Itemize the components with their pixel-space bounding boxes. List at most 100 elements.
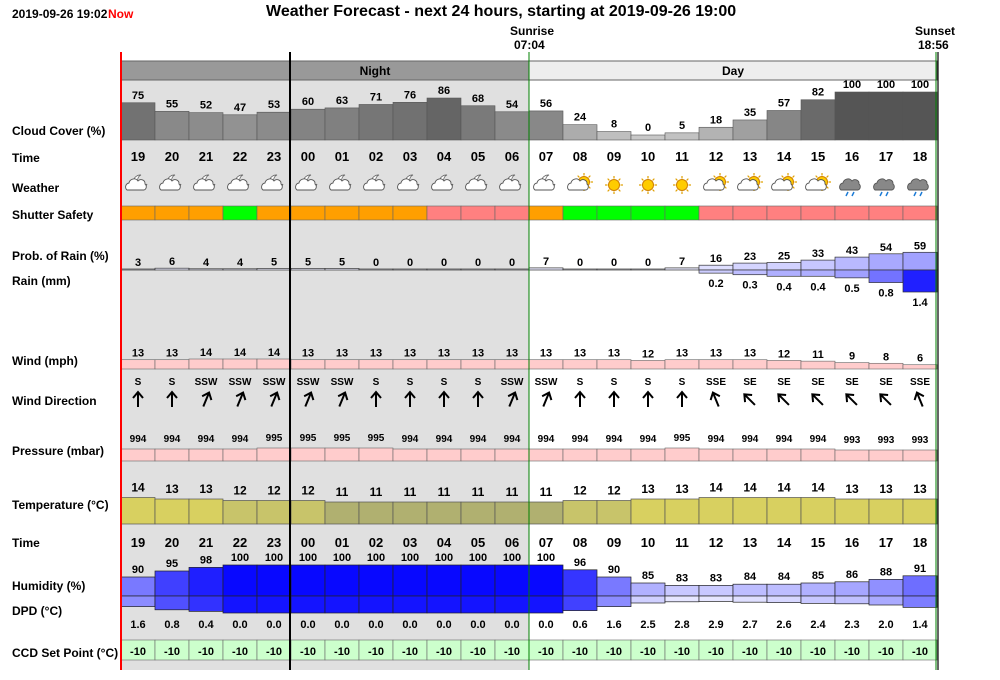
cloud-bar [120, 102, 156, 141]
wind-direction-label: SSW [297, 377, 320, 388]
ccd-value: -10 [606, 646, 622, 658]
wind-direction-label: SSW [331, 377, 354, 388]
time-label-bottom: 09 [607, 535, 621, 550]
wind-arrow-icon [574, 390, 586, 407]
cloud-bar [460, 105, 496, 141]
humidity-value: 85 [812, 570, 824, 582]
humidity-value: 100 [265, 552, 283, 564]
wind-bar [392, 359, 428, 370]
arrow-shaft [744, 394, 756, 406]
shutter-cell [120, 205, 156, 221]
temperature-value: 12 [301, 484, 315, 498]
rain-mm-value: 0.8 [878, 288, 893, 300]
pressure-bar [698, 448, 734, 462]
ccd-value: -10 [334, 646, 350, 658]
cloud-bar [868, 91, 904, 141]
rain-prob-bar [426, 268, 462, 271]
arrow-head [811, 393, 821, 403]
humidity-bar [630, 582, 666, 597]
humidity-bar [392, 564, 428, 597]
wind-bar [596, 359, 632, 370]
humidity-value: 88 [880, 566, 892, 578]
night-band-label: Night [360, 64, 391, 78]
shutter-cell [732, 205, 768, 221]
sun-ray [826, 175, 829, 178]
pressure-value: 994 [538, 434, 555, 445]
cloud-value: 86 [438, 85, 450, 97]
cloud-bar [256, 111, 292, 141]
arrow-head [370, 390, 382, 399]
pressure-bar [868, 449, 904, 462]
rain-prob-bar [562, 268, 598, 271]
shutter-cell [800, 205, 836, 221]
rain-prob-value: 0 [645, 257, 651, 269]
dpd-bar [460, 595, 496, 614]
timestamp: 2019-09-26 19:02 [12, 7, 108, 21]
rain-drop [913, 191, 917, 197]
wind-value: 14 [200, 347, 213, 359]
wind-arrow-icon [438, 390, 450, 407]
cloud-shape [363, 178, 385, 191]
rain-prob-value: 0 [475, 257, 481, 269]
sun-ray [675, 178, 678, 181]
ccd-value: -10 [878, 646, 894, 658]
sun-ray [686, 178, 689, 181]
time-label-bottom: 17 [879, 535, 893, 550]
cloud-shape [839, 178, 861, 191]
cloud-bar [290, 108, 326, 141]
partly-cloudy-day-icon [805, 173, 831, 191]
wind-direction-label: S [577, 377, 584, 388]
cloud-value: 55 [166, 98, 178, 110]
cloud-value: 63 [336, 95, 348, 107]
wind-direction-label: S [407, 377, 414, 388]
temperature-bar [426, 501, 462, 525]
rain-prob-value: 16 [710, 253, 722, 265]
cloud-value: 100 [911, 79, 929, 91]
rain-cloud-icon [873, 178, 895, 197]
temperature-bar [120, 497, 156, 525]
dpd-bar [732, 595, 768, 603]
rain-prob-bar [154, 267, 190, 271]
wind-arrow-icon [132, 390, 144, 407]
pressure-bar [562, 448, 598, 462]
rain-prob-value: 0 [611, 257, 617, 269]
label-cloud-cover: Cloud Cover (%) [12, 124, 106, 138]
temperature-bar [154, 498, 190, 525]
now-label: Now [108, 7, 134, 21]
wind-arrow-icon [235, 391, 247, 407]
cloud-shape [193, 178, 215, 191]
wind-bar [494, 359, 530, 370]
rain-mm-value: 0.4 [776, 281, 792, 293]
pressure-bar [188, 448, 224, 462]
rain-prob-bar [902, 251, 938, 271]
shutter-cell [358, 205, 394, 221]
ccd-value: -10 [436, 646, 452, 658]
rain-prob-bar [460, 268, 496, 271]
rain-prob-value: 0 [509, 257, 515, 269]
temperature-value: 13 [199, 482, 213, 496]
temperature-bar [902, 498, 938, 525]
temperature-bar [358, 501, 394, 525]
sun-ray [607, 178, 610, 181]
cloud-bar [800, 99, 836, 141]
wind-arrow-icon [472, 390, 484, 407]
temperature-bar [596, 500, 632, 525]
cloud-bar [834, 91, 870, 141]
pressure-value: 994 [436, 434, 453, 445]
arrow-head [166, 390, 178, 399]
arrow-shaft [508, 393, 516, 407]
cloud-value: 5 [679, 120, 685, 132]
cloud-bar [426, 97, 462, 141]
partly-cloudy-night-icon [295, 174, 318, 191]
arrow-head [337, 391, 349, 401]
humidity-bar [188, 567, 224, 597]
humidity-value: 90 [132, 564, 144, 576]
temperature-value: 11 [336, 485, 349, 499]
wind-direction-label: SSE [706, 377, 726, 388]
pressure-value: 994 [640, 434, 657, 445]
pressure-value: 994 [402, 434, 419, 445]
arrow-shaft [202, 393, 210, 407]
sun-ray [641, 189, 644, 192]
rain-prob-value: 5 [271, 257, 277, 269]
cloud-shape [329, 178, 351, 191]
